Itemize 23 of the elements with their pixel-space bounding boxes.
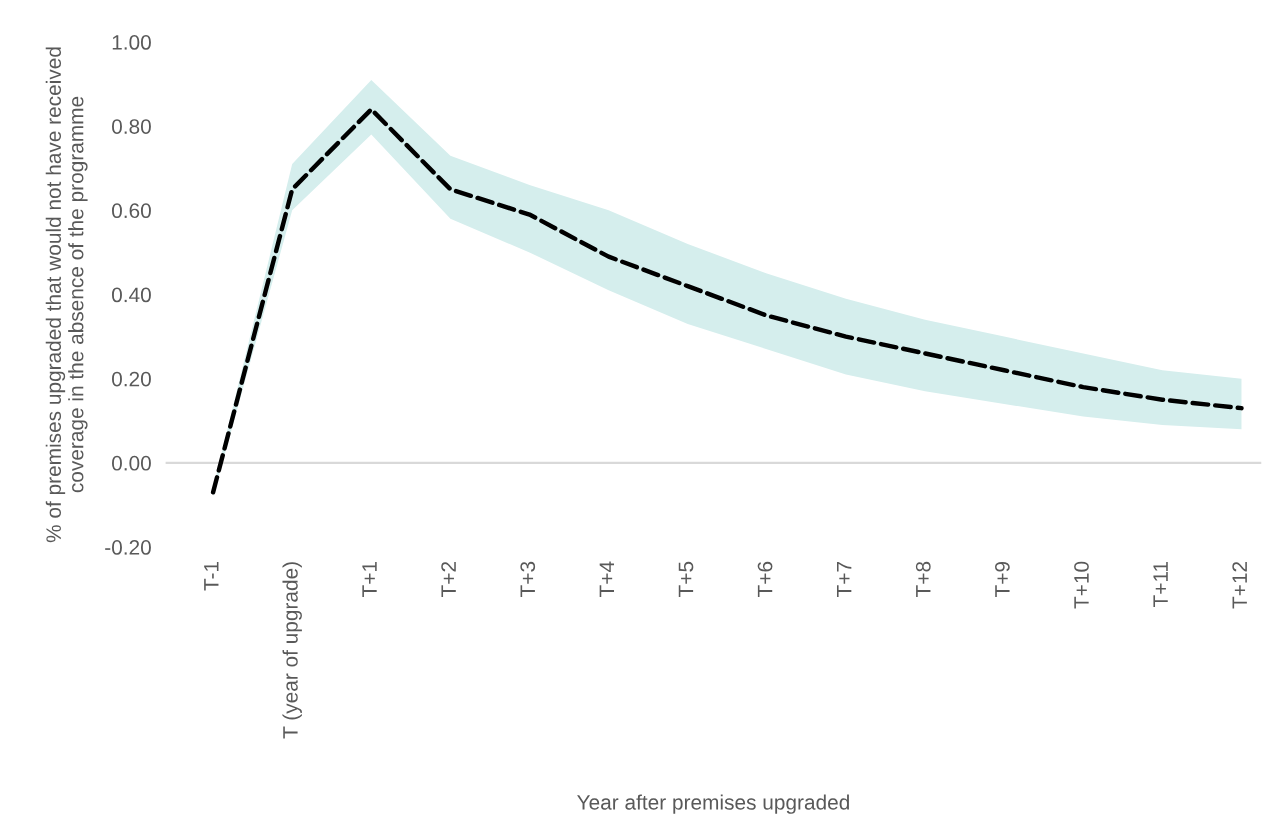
y-tick-label: -0.20 [105, 540, 151, 555]
x-tick-label: T+2 [441, 561, 456, 597]
y-tick-label: 0.20 [112, 371, 151, 387]
x-tick-label: T (year of upgrade) [282, 562, 302, 739]
y-tick-label: 0.40 [112, 287, 151, 303]
x-tick-label: T+7 [837, 561, 852, 597]
x-axis-title: Year after premises upgraded [577, 794, 849, 814]
x-tick-label: T+1 [362, 561, 377, 597]
x-tick-label: T+11 [1153, 561, 1168, 607]
y-tick-label: 1.00 [112, 35, 151, 50]
x-tick-label: T+10 [1074, 561, 1089, 609]
x-tick-label: T+4 [599, 561, 615, 597]
x-tick-label: T+8 [915, 561, 931, 597]
x-tick-label: T+9 [995, 561, 1010, 597]
x-tick-label: T+6 [757, 561, 773, 597]
y-tick-label: 0.00 [112, 455, 151, 471]
x-tick-label: T+5 [678, 561, 694, 597]
x-tick-label: T-1 [204, 561, 219, 591]
y-tick-label: 0.80 [112, 119, 151, 134]
x-tick-label: T+3 [520, 561, 536, 597]
y-axis-title: % of premises upgraded that would not have received coverage in the absence of the programme [45, 47, 88, 543]
y-tick-label: 0.60 [112, 203, 151, 219]
x-tick-label: T+12 [1232, 561, 1247, 609]
